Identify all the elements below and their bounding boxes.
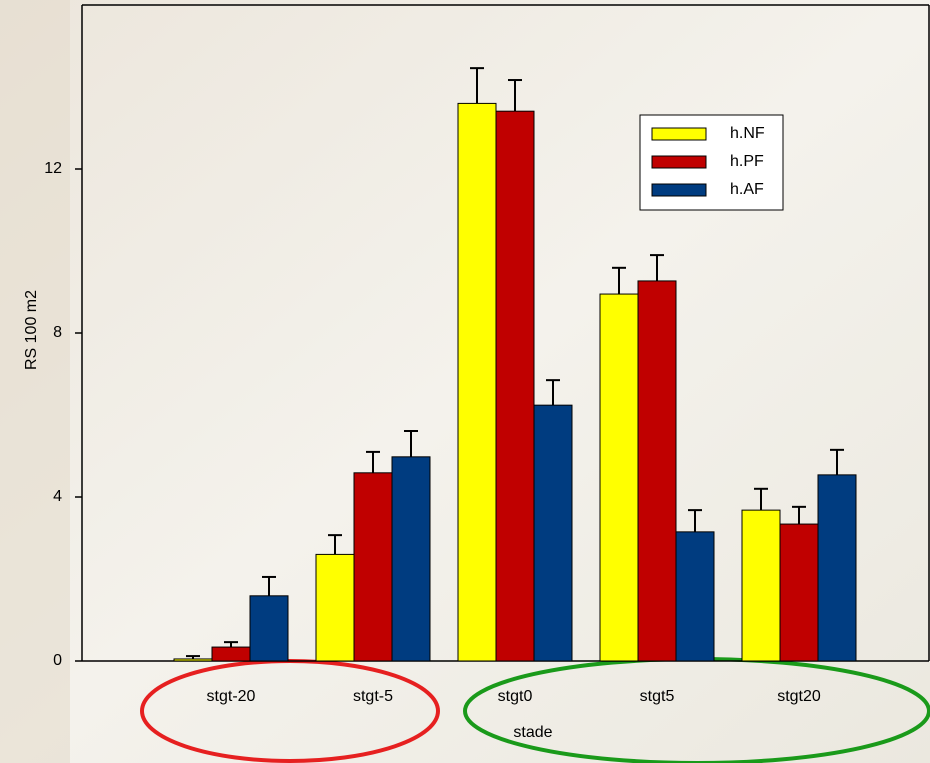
chart: stade RS 100 m2 0 4 8 12 stgt-20 stgt-5 stgt0 s… — [0, 0, 930, 763]
y-tick-label: 0 — [53, 652, 62, 669]
legend-label: h.AF — [730, 181, 764, 198]
bar — [250, 596, 288, 661]
legend-label: h.NF — [730, 125, 765, 142]
legend-swatch — [652, 128, 706, 140]
bar — [458, 103, 496, 661]
x-tick-label: stgt-20 — [207, 688, 256, 705]
y-tick-label: 8 — [53, 324, 62, 341]
x-axis-label: stade — [513, 724, 552, 741]
bar — [496, 111, 534, 661]
y-axis-label: RS 100 m2 — [23, 290, 40, 370]
x-tick-label: stgt-5 — [353, 688, 393, 705]
x-tick-label: stgt0 — [498, 688, 533, 705]
bar — [676, 532, 714, 661]
bar — [638, 281, 676, 661]
bar — [392, 457, 430, 661]
bar — [354, 473, 392, 661]
y-tick-label: 4 — [53, 488, 62, 505]
legend-swatch — [652, 156, 706, 168]
bar — [780, 524, 818, 661]
bar — [316, 554, 354, 661]
y-tick-label: 12 — [44, 160, 62, 177]
legend-label: h.PF — [730, 153, 764, 170]
bar — [818, 475, 856, 661]
legend-swatch — [652, 184, 706, 196]
x-tick-label: stgt20 — [777, 688, 821, 705]
bar — [212, 647, 250, 661]
bar — [174, 659, 212, 661]
background-strip — [0, 0, 70, 763]
bar — [600, 294, 638, 661]
bar — [742, 510, 780, 661]
bar — [534, 405, 572, 661]
x-tick-label: stgt5 — [640, 688, 675, 705]
page: {"chart_data": {"type": "bar", "x_label"… — [0, 0, 930, 763]
